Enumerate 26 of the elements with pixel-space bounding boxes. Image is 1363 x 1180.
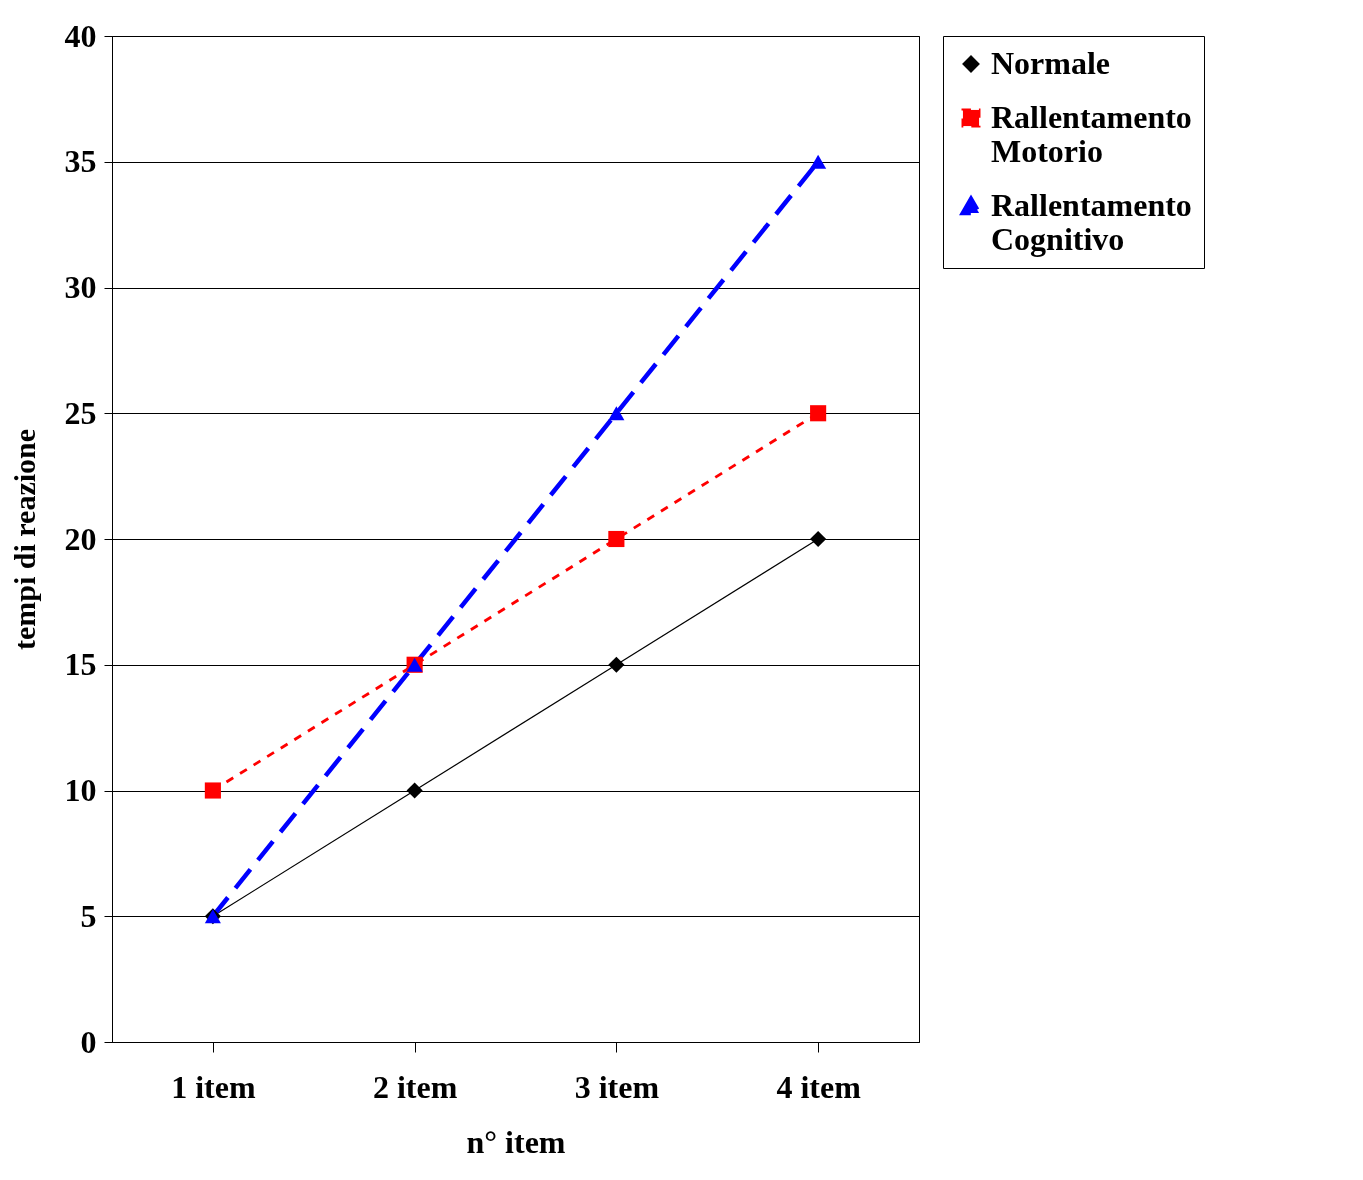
point — [810, 154, 827, 169]
legend-label: Rallentamento Motorio — [991, 99, 1192, 169]
x-tick-label: 2 item — [372, 1068, 458, 1105]
y-tick-label: 40 — [64, 17, 97, 54]
point — [810, 405, 827, 422]
y-tick-label: 35 — [64, 143, 97, 180]
legend-label: Rallentamento Cognitivo — [991, 187, 1192, 257]
point — [406, 782, 423, 799]
point — [204, 782, 221, 799]
y-tick-label: 25 — [64, 394, 97, 431]
y-tick-label: 20 — [64, 520, 97, 557]
y-tick-label: 10 — [64, 772, 97, 808]
y-tick-label: 30 — [64, 269, 97, 305]
x-tick-label: 1 item — [171, 1068, 256, 1105]
x-axis-title: n° item — [466, 1123, 566, 1160]
y-tick-label: 5 — [80, 897, 97, 934]
x-tick-label: 3 item — [574, 1068, 660, 1105]
legend-label: Normale — [991, 45, 1111, 81]
x-tick-label: 4 item — [776, 1068, 862, 1105]
point — [608, 406, 625, 421]
point — [608, 656, 625, 673]
y-tick-label: 0 — [80, 1023, 97, 1060]
point — [608, 530, 625, 548]
point — [810, 530, 827, 548]
y-axis-title: tempi di reazione — [7, 428, 41, 651]
y-tick-label: 15 — [64, 646, 97, 683]
